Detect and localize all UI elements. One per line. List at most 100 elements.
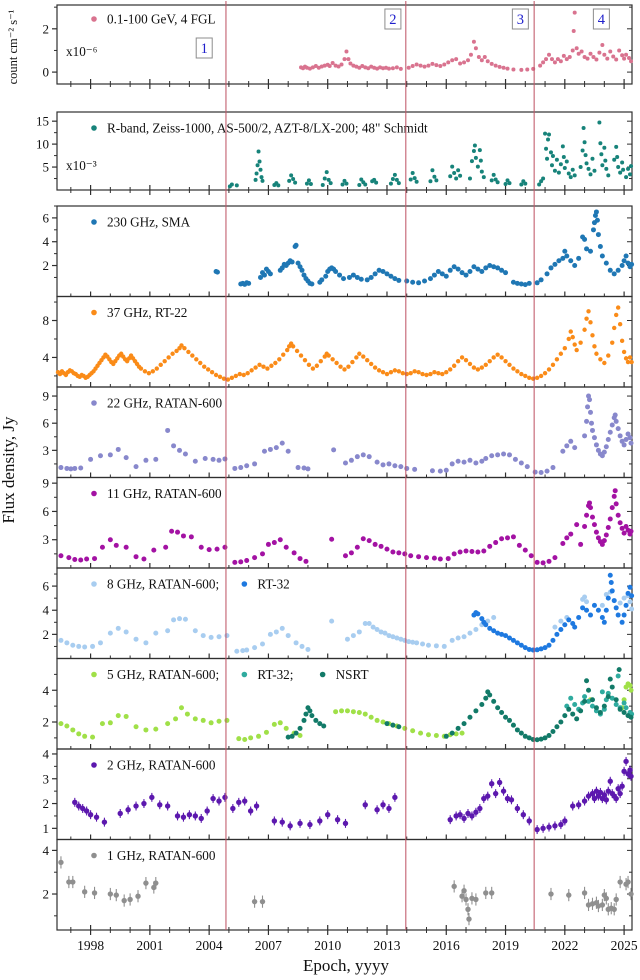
data-point (339, 62, 344, 67)
data-point (414, 640, 420, 646)
data-point (466, 916, 472, 922)
data-point (267, 271, 273, 277)
data-point (602, 52, 607, 57)
data-point (574, 46, 579, 51)
data-point (177, 447, 183, 453)
data-point (462, 60, 467, 65)
data-point (267, 631, 273, 637)
data-point (291, 176, 296, 181)
data-point (538, 736, 544, 742)
data-point (588, 409, 594, 415)
y-tick-label: 2 (43, 796, 50, 811)
data-point (447, 267, 453, 273)
data-point (390, 549, 396, 555)
data-point (595, 232, 601, 238)
data-point (356, 709, 362, 715)
data-point (506, 452, 512, 458)
data-point (437, 468, 443, 474)
data-point (570, 167, 575, 172)
data-point (594, 57, 599, 62)
data-point (396, 369, 402, 374)
data-point (454, 57, 459, 62)
data-point (394, 65, 399, 70)
data-point (558, 627, 564, 633)
data-point (576, 51, 581, 56)
data-point (597, 709, 603, 715)
data-point (467, 361, 473, 367)
data-point (615, 512, 621, 518)
data-point (554, 631, 560, 637)
data-point (584, 418, 590, 424)
data-point (499, 709, 505, 715)
data-point (587, 397, 593, 403)
scale-label: x10⁻⁶ (66, 44, 97, 59)
data-point (570, 803, 576, 809)
data-point (146, 370, 152, 376)
event-overlay-group: 1 2 3 4 (195, 1, 610, 930)
data-point (153, 880, 159, 886)
data-point (524, 464, 530, 470)
data-point (483, 455, 489, 461)
data-point (297, 733, 303, 739)
data-point (374, 459, 380, 465)
data-point (121, 897, 127, 904)
data-point (467, 714, 473, 720)
data-point (285, 734, 291, 740)
data-point (617, 520, 623, 526)
data-point (348, 61, 353, 66)
data-point (481, 175, 486, 180)
data-point (523, 181, 528, 186)
data-point (258, 274, 264, 280)
data-point (170, 351, 175, 356)
data-point (225, 377, 231, 382)
data-point (564, 253, 570, 259)
data-point (342, 820, 349, 827)
data-point (285, 448, 291, 454)
data-point (388, 181, 393, 186)
data-point (552, 624, 558, 630)
data-point (615, 426, 621, 432)
data-point (342, 553, 348, 559)
data-point (542, 370, 548, 376)
data-point (552, 168, 557, 173)
data-point (141, 800, 147, 807)
data-point (623, 602, 629, 608)
data-point (322, 176, 327, 181)
data-point (410, 639, 416, 645)
y-tick-label: 4 (43, 603, 50, 618)
data-point (534, 737, 540, 743)
data-point (410, 279, 416, 285)
data-point (564, 57, 569, 62)
data-point (171, 443, 177, 449)
data-point (99, 721, 105, 727)
data-point (552, 60, 557, 65)
data-point (584, 316, 589, 321)
data-point (534, 647, 540, 653)
data-point (505, 535, 511, 541)
data-point (72, 465, 78, 471)
data-point (605, 788, 611, 794)
data-point (461, 459, 467, 465)
data-point (64, 465, 70, 471)
legend-label: RT-32 (257, 577, 289, 592)
data-point (489, 781, 495, 787)
data-point (623, 524, 629, 530)
data-point (616, 667, 622, 673)
data-point (363, 182, 368, 187)
event-label-3: 3 (517, 12, 524, 28)
data-point (590, 333, 595, 338)
data-point (607, 516, 613, 522)
legend-label: 0.1-100 GeV, 4 FGL (107, 12, 216, 27)
data-point (447, 816, 453, 823)
x-tick-label: 2013 (373, 938, 400, 953)
data-point (566, 892, 572, 898)
data-point (550, 465, 556, 471)
data-point (612, 325, 617, 331)
data-point (424, 372, 429, 378)
data-point (511, 67, 516, 72)
data-point (550, 362, 556, 368)
data-point (545, 156, 550, 161)
data-point (629, 261, 635, 267)
data-point (435, 268, 441, 274)
data-point (589, 703, 595, 709)
